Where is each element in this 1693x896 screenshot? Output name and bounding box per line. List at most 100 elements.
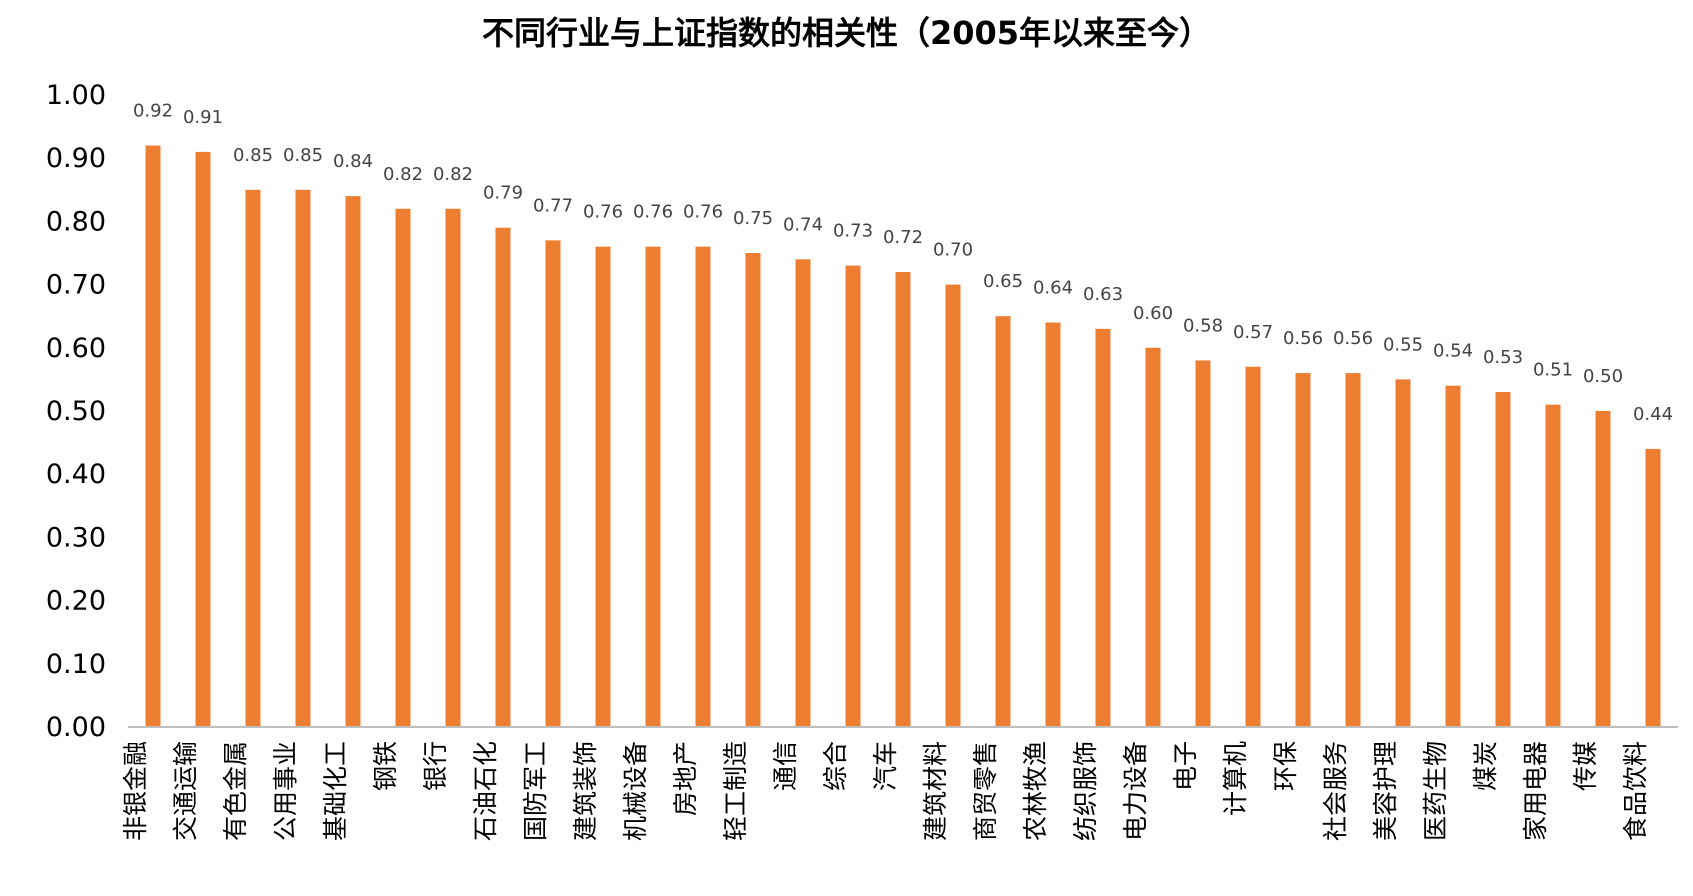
data-label: 0.84 xyxy=(333,151,373,172)
bar xyxy=(1545,404,1561,727)
x-tick-label: 机械设备 xyxy=(621,741,650,841)
bar xyxy=(445,208,461,727)
chart-title: 不同行业与上证指数的相关性（2005年以来至今） xyxy=(481,14,1212,52)
x-tick-label: 纺织服饰 xyxy=(1071,741,1100,841)
x-tick-label: 银行 xyxy=(421,741,450,791)
bar xyxy=(1495,392,1511,727)
bar xyxy=(295,189,311,728)
data-label: 0.54 xyxy=(1433,341,1473,362)
bar xyxy=(1445,385,1461,727)
x-tick-label: 钢铁 xyxy=(371,741,400,791)
data-label: 0.57 xyxy=(1233,322,1273,343)
y-tick-label: 0.10 xyxy=(46,649,106,680)
x-tick-label: 基础化工 xyxy=(321,741,350,841)
x-tick-label: 商贸零售 xyxy=(971,741,1000,841)
y-tick-label: 0.80 xyxy=(46,206,106,237)
data-label: 0.79 xyxy=(483,183,523,204)
bar xyxy=(1395,379,1411,727)
x-tick-label: 建筑装饰 xyxy=(571,741,600,841)
x-tick-label: 家用电器 xyxy=(1521,741,1550,841)
y-tick-label: 1.00 xyxy=(46,80,106,111)
data-label: 0.70 xyxy=(933,240,973,261)
data-label: 0.76 xyxy=(633,202,673,223)
y-tick-label: 0.20 xyxy=(46,586,106,617)
bar xyxy=(1245,366,1261,727)
x-tick-label: 电力设备 xyxy=(1121,741,1150,841)
data-label: 0.85 xyxy=(233,145,273,166)
x-tick-label: 美容护理 xyxy=(1371,741,1400,841)
bar xyxy=(545,240,561,728)
x-tick-label: 汽车 xyxy=(871,741,900,791)
x-axis-labels: 非银金融 交通运输 有色金属 公用事业 基础化工 钢铁 银行 石油石化 国防军工 建筑装饰 机械设备… xyxy=(121,741,1650,841)
y-tick-label: 0.40 xyxy=(46,459,106,490)
data-label: 0.58 xyxy=(1183,315,1223,336)
y-tick-label: 0.70 xyxy=(46,270,106,301)
data-label: 0.91 xyxy=(183,107,223,128)
data-label: 0.56 xyxy=(1283,328,1323,349)
data-label: 0.74 xyxy=(783,214,823,235)
data-label: 0.64 xyxy=(1033,278,1073,299)
data-label: 0.82 xyxy=(383,164,423,185)
bar xyxy=(895,271,911,727)
y-tick-label: 0.30 xyxy=(46,522,106,553)
x-tick-label: 国防军工 xyxy=(521,741,550,841)
data-label: 0.50 xyxy=(1583,366,1623,387)
y-axis-labels: 0.00 0.10 0.20 0.30 0.40 0.50 0.60 0.70 0.80 0.90… xyxy=(46,80,106,743)
bar xyxy=(1295,373,1311,727)
x-tick-label: 社会服务 xyxy=(1321,741,1350,841)
bar xyxy=(1345,373,1361,727)
y-tick-label: 0.60 xyxy=(46,333,106,364)
bar xyxy=(595,246,611,727)
bar xyxy=(1645,448,1661,727)
bar xyxy=(795,259,811,727)
data-label: 0.82 xyxy=(433,164,473,185)
data-label: 0.73 xyxy=(833,221,873,242)
bar xyxy=(1595,411,1611,727)
data-label: 0.51 xyxy=(1533,360,1573,381)
x-tick-label: 传媒 xyxy=(1571,741,1600,791)
bar xyxy=(645,246,661,727)
y-tick-label: 0.50 xyxy=(46,396,106,427)
x-tick-label: 煤炭 xyxy=(1471,741,1500,791)
y-tick-label: 0.90 xyxy=(46,143,106,174)
x-tick-label: 环保 xyxy=(1271,741,1300,791)
x-tick-label: 医药生物 xyxy=(1421,741,1450,841)
data-label: 0.60 xyxy=(1133,303,1173,324)
bar xyxy=(845,265,861,727)
data-label: 0.75 xyxy=(733,208,773,229)
bar xyxy=(195,151,211,727)
data-label: 0.77 xyxy=(533,195,573,216)
bar xyxy=(495,227,511,727)
bar xyxy=(745,253,761,727)
bar xyxy=(145,145,161,727)
data-label: 0.92 xyxy=(133,101,173,122)
data-label: 0.76 xyxy=(683,202,723,223)
x-tick-label: 建筑材料 xyxy=(921,741,950,841)
x-tick-label: 农林牧渔 xyxy=(1021,741,1050,841)
bar xyxy=(1045,322,1061,727)
x-tick-label: 非银金融 xyxy=(121,741,150,841)
x-tick-label: 电子 xyxy=(1171,741,1200,791)
bar xyxy=(1195,360,1211,727)
data-label: 0.85 xyxy=(283,145,323,166)
x-tick-label: 公用事业 xyxy=(271,741,300,841)
bar xyxy=(1095,328,1111,727)
x-tick-label: 通信 xyxy=(771,741,800,791)
x-tick-label: 有色金属 xyxy=(221,741,250,841)
data-label: 0.63 xyxy=(1083,284,1123,305)
data-labels: 0.92 0.91 0.85 0.85 0.84 0.82 0.82 0.79 0.77 0.76… xyxy=(133,101,1673,425)
bar xyxy=(245,189,261,728)
data-label: 0.53 xyxy=(1483,347,1523,368)
bar xyxy=(395,208,411,727)
x-tick-label: 综合 xyxy=(821,741,850,791)
data-label: 0.56 xyxy=(1333,328,1373,349)
data-label: 0.55 xyxy=(1383,334,1423,355)
x-tick-label: 房地产 xyxy=(671,741,700,816)
data-label: 0.72 xyxy=(883,227,923,248)
x-tick-label: 石油石化 xyxy=(471,741,500,841)
bar xyxy=(695,246,711,727)
x-tick-label: 计算机 xyxy=(1221,741,1250,816)
data-label: 0.65 xyxy=(983,271,1023,292)
data-label: 0.44 xyxy=(1633,404,1673,425)
